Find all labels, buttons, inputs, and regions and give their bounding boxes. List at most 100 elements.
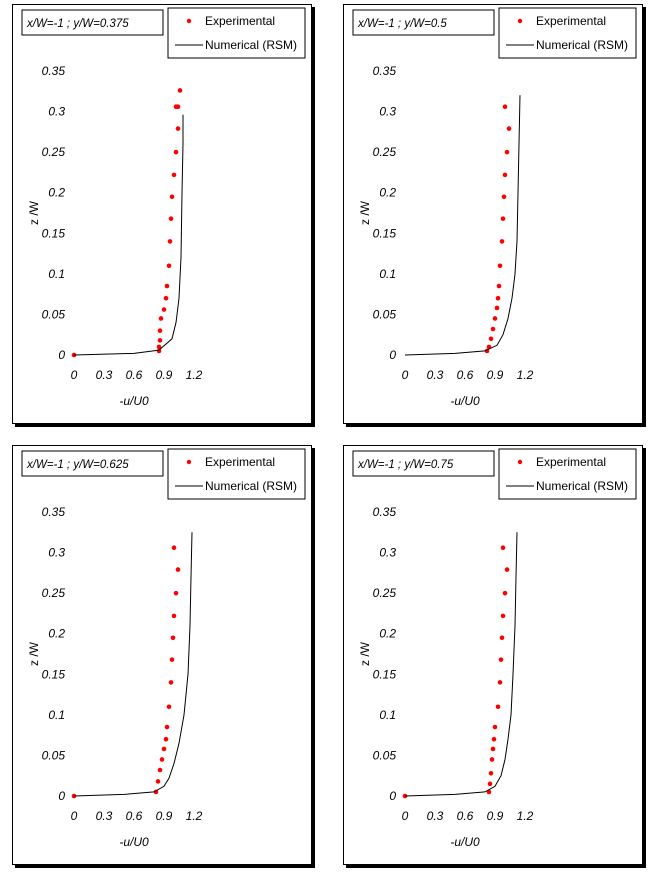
data-point-experimental [492,316,498,321]
data-point-experimental [497,263,503,269]
x-tick-label: 0 [402,809,409,823]
legend-label-numerical: Numerical (RSM) [536,38,628,52]
y-tick-label: 0.2 [379,186,396,200]
data-point-experimental [501,194,507,200]
data-point-experimental [157,328,163,333]
series-line-numerical [404,95,521,356]
y-tick-label: 0 [389,348,396,362]
y-tick-label: 0.35 [42,64,66,78]
chart-panel-2: x/W=-1 ; y/W=0.5 Experimental Numerical (R… [343,4,643,424]
data-point-experimental [488,336,494,342]
data-point-experimental [175,126,181,131]
legend-label-experimental: Experimental [536,14,606,28]
legend-box [498,7,637,59]
legend-label-experimental: Experimental [205,455,275,469]
chart-4: x/W=-1 ; y/W=0.75 Experimental Numerical (… [352,448,637,849]
y-tick-label: 0.3 [48,105,65,119]
data-point-experimental [166,263,172,269]
y-tick-label: 0.35 [42,505,66,519]
series-line-numerical [73,114,184,356]
y-tick-label: 0 [389,789,396,803]
y-tick-label: 0.25 [373,145,397,159]
data-point-experimental [173,149,179,155]
annotation-box [21,450,164,477]
data-point-experimental [489,757,495,762]
data-point-experimental [158,316,164,321]
legend-label-experimental: Experimental [205,14,275,28]
x-tick-label: 0 [71,809,78,823]
y-tick-label: 0.15 [42,667,66,681]
data-point-experimental [168,680,174,685]
annotation-box [21,9,164,36]
x-tick-label: 0.9 [487,809,504,823]
chart-3: x/W=-1 ; y/W=0.625 Experimental Numerical … [21,448,306,849]
data-point-experimental [502,590,508,596]
data-point-experimental [494,305,500,311]
y-tick-label: 0.3 [379,546,396,560]
data-point-experimental [490,746,496,752]
x-tick-label: 0.9 [156,368,173,382]
y-axis-label: z /W [358,200,372,225]
data-point-experimental [166,704,172,710]
data-point-experimental [506,126,512,131]
data-point-experimental [499,635,505,641]
x-tick-label: 1.2 [186,809,203,823]
x-tick-label: 0.3 [96,809,113,823]
chart-panel-4: x/W=-1 ; y/W=0.75 Experimental Numerical (… [343,445,643,865]
x-tick-label: 0.6 [457,368,474,382]
data-point-experimental [168,216,174,221]
x-axis-label: -u/U0 [450,394,480,408]
data-point-experimental [504,567,510,572]
x-tick-label: 1.2 [186,368,203,382]
y-tick-label: 0.35 [373,64,397,78]
y-tick-label: 0.25 [42,586,66,600]
data-point-experimental [500,216,506,221]
data-point-experimental [164,283,170,289]
y-tick-label: 0.2 [379,627,396,641]
annotation-box [352,9,495,36]
data-point-experimental [495,704,501,710]
x-tick-label: 0.3 [96,368,113,382]
chart-panel-3: x/W=-1 ; y/W=0.625 Experimental Numerical … [12,445,312,865]
annotation-text: x/W=-1 ; y/W=0.5 [357,18,447,30]
y-tick-label: 0.3 [48,546,65,560]
data-point-experimental [164,724,170,730]
data-point-experimental [71,793,77,799]
data-point-experimental [497,680,503,685]
legend-box [498,448,637,500]
data-point-experimental [159,757,165,762]
x-axis-label: -u/U0 [119,835,149,849]
y-tick-label: 0.35 [373,505,397,519]
annotation-text: x/W=-1 ; y/W=0.375 [26,18,129,30]
data-point-experimental [502,172,508,178]
data-point-experimental [156,344,162,350]
data-point-experimental [175,567,181,572]
data-point-experimental [153,789,159,795]
y-tick-label: 0.25 [373,586,397,600]
data-point-experimental [173,104,179,110]
data-point-experimental [504,149,510,155]
y-tick-label: 0.1 [48,708,65,722]
data-point-experimental [500,545,506,551]
legend-label-numerical: Numerical (RSM) [205,38,297,52]
legend-label-experimental: Experimental [536,455,606,469]
x-tick-label: 0.9 [487,368,504,382]
data-point-experimental [496,283,502,289]
legend-box [167,448,306,500]
x-tick-label: 0.9 [156,809,173,823]
x-tick-label: 0 [402,368,409,382]
x-tick-label: 0.3 [427,809,444,823]
annotation-box [352,450,495,477]
data-point-experimental [169,657,175,662]
data-point-experimental [487,781,493,787]
data-point-experimental [171,545,177,551]
legend-marker-experimental [517,459,523,465]
data-point-experimental [161,307,167,312]
data-point-experimental [488,770,494,776]
series-line-numerical [404,532,518,797]
data-point-experimental [492,724,498,730]
data-point-experimental [173,590,179,596]
annotation-text: x/W=-1 ; y/W=0.75 [357,459,454,471]
x-axis-label: -u/U0 [119,394,149,408]
y-tick-label: 0.15 [42,226,66,240]
